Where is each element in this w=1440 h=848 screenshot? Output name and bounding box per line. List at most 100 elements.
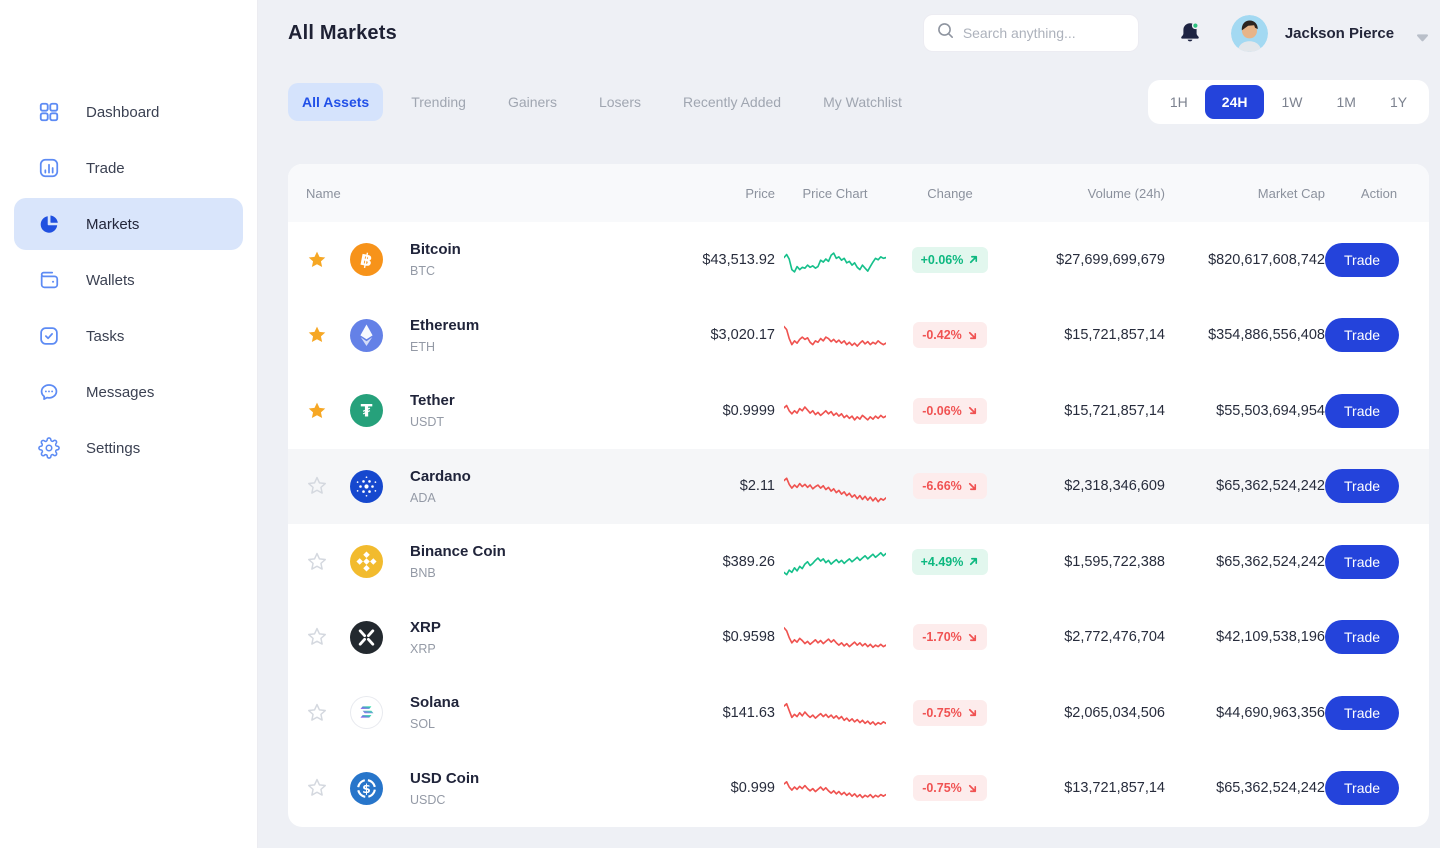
asset-market-cap: $820,617,608,742 bbox=[1208, 251, 1325, 268]
trade-button[interactable]: Trade bbox=[1325, 318, 1400, 353]
svg-text:$: $ bbox=[362, 781, 371, 796]
star-outline-icon[interactable] bbox=[306, 551, 328, 573]
tab-my-watchlist[interactable]: My Watchlist bbox=[823, 94, 902, 110]
bnb-coin-icon bbox=[350, 545, 383, 579]
star-filled-icon[interactable] bbox=[306, 324, 328, 346]
asset-symbol: SOL bbox=[410, 717, 436, 732]
asset-symbol: BTC bbox=[410, 264, 435, 279]
trade-button[interactable]: Trade bbox=[1325, 242, 1400, 277]
asset-price: $3,020.17 bbox=[710, 327, 775, 344]
star-outline-icon[interactable] bbox=[306, 777, 328, 799]
trade-button[interactable]: Trade bbox=[1325, 469, 1400, 504]
tab-all-assets[interactable]: All Assets bbox=[288, 83, 384, 121]
asset-name-cell: $ USD Coin USDC bbox=[350, 770, 640, 807]
asset-name: Tether bbox=[410, 392, 455, 410]
tab-recently-added[interactable]: Recently Added bbox=[683, 94, 782, 110]
asset-name-cell: Cardano ADA bbox=[350, 468, 640, 505]
trend-down-arrow-icon bbox=[967, 405, 978, 416]
btc-coin-icon: ฿ bbox=[350, 243, 383, 277]
trade-button[interactable]: Trade bbox=[1325, 695, 1400, 730]
asset-name: Bitcoin bbox=[410, 241, 461, 259]
chevron-down-icon[interactable] bbox=[1416, 29, 1429, 41]
trade-button[interactable]: Trade bbox=[1325, 771, 1400, 806]
change-value: -0.75% bbox=[922, 781, 962, 796]
table-row-sol: Solana SOL $141.63 -0.75% $2,065,034,506 $44,… bbox=[288, 675, 1429, 751]
trend-up-arrow-icon bbox=[968, 254, 979, 265]
asset-name-cell: ₮ Tether USDT bbox=[350, 392, 640, 429]
range-button-1w[interactable]: 1W bbox=[1281, 94, 1303, 110]
sidebar-item-messages[interactable]: Messages bbox=[14, 366, 243, 418]
asset-symbol: BNB bbox=[410, 566, 436, 581]
asset-symbol: ETH bbox=[410, 339, 435, 354]
change-badge: +0.06% bbox=[911, 246, 989, 273]
markets-icon bbox=[38, 213, 60, 235]
trade-button[interactable]: Trade bbox=[1325, 544, 1400, 579]
star-outline-icon[interactable] bbox=[306, 475, 328, 497]
asset-market-cap: $65,362,524,242 bbox=[1216, 478, 1325, 495]
price-sparkline-chart bbox=[783, 237, 887, 283]
user-avatar[interactable] bbox=[1230, 14, 1268, 52]
tab-trending[interactable]: Trending bbox=[411, 94, 466, 110]
star-filled-icon[interactable] bbox=[306, 400, 328, 422]
asset-volume: $13,721,857,14 bbox=[1064, 780, 1165, 797]
sidebar-item-settings[interactable]: Settings bbox=[14, 422, 243, 474]
asset-market-cap: $55,503,694,954 bbox=[1216, 402, 1325, 419]
asset-volume: $2,772,476,704 bbox=[1064, 629, 1165, 646]
change-value: -0.06% bbox=[922, 403, 962, 418]
asset-symbol: ADA bbox=[410, 490, 436, 505]
table-row-usdc: $ USD Coin USDC $0.999 -0.75% $13,721,857,14 $… bbox=[288, 751, 1429, 827]
trend-down-arrow-icon bbox=[967, 783, 978, 794]
wallets-icon bbox=[38, 269, 60, 291]
range-button-24h[interactable]: 24H bbox=[1204, 85, 1265, 119]
markets-table-card: Name Price Price Chart Change Volume (24h) Ma… bbox=[288, 164, 1430, 827]
star-outline-icon[interactable] bbox=[306, 626, 328, 648]
trend-down-arrow-icon bbox=[967, 707, 978, 718]
asset-volume: $2,318,346,609 bbox=[1064, 478, 1165, 495]
asset-volume: $2,065,034,506 bbox=[1064, 704, 1165, 721]
table-header: Name Price Price Chart Change Volume (24h) Ma… bbox=[288, 164, 1430, 222]
asset-name-cell: Solana SOL bbox=[350, 694, 640, 731]
trade-button[interactable]: Trade bbox=[1325, 393, 1400, 428]
range-button-1y[interactable]: 1Y bbox=[1389, 94, 1408, 110]
sidebar-item-dashboard[interactable]: Dashboard bbox=[14, 86, 243, 138]
table-row-btc: ฿ Bitcoin BTC $43,513.92 +0.06% $27,699,699,6… bbox=[288, 222, 1429, 298]
asset-symbol: USDC bbox=[410, 792, 446, 807]
star-filled-icon[interactable] bbox=[306, 249, 328, 271]
trade-button[interactable]: Trade bbox=[1325, 620, 1400, 655]
asset-price: $0.999 bbox=[730, 780, 775, 797]
sidebar-item-label: Trade bbox=[86, 159, 125, 177]
sidebar-item-label: Settings bbox=[86, 439, 141, 457]
table-body: ฿ Bitcoin BTC $43,513.92 +0.06% $27,699,699,6… bbox=[288, 222, 1430, 827]
xrp-coin-icon bbox=[350, 620, 383, 654]
change-value: -1.70% bbox=[922, 630, 962, 645]
star-outline-icon[interactable] bbox=[306, 702, 328, 724]
notification-bell-icon[interactable] bbox=[1177, 20, 1203, 46]
column-header-volume-24h-: Volume (24h) bbox=[1087, 185, 1165, 201]
search-input[interactable] bbox=[962, 25, 1126, 41]
usdc-coin-icon: $ bbox=[350, 771, 383, 805]
sidebar-item-markets[interactable]: Markets bbox=[14, 198, 243, 250]
sidebar-item-wallets[interactable]: Wallets bbox=[14, 254, 243, 306]
asset-name: Binance Coin bbox=[410, 543, 506, 561]
search-icon bbox=[936, 21, 955, 45]
trade-icon bbox=[38, 157, 60, 179]
topbar: All Markets bbox=[288, 0, 1429, 66]
sidebar-item-label: Dashboard bbox=[86, 103, 160, 121]
range-button-1m[interactable]: 1M bbox=[1336, 94, 1356, 110]
asset-market-cap: $65,362,524,242 bbox=[1216, 780, 1325, 797]
topbar-right: Jackson Pierce bbox=[922, 14, 1429, 52]
price-sparkline-chart bbox=[783, 312, 887, 358]
sidebar-item-trade[interactable]: Trade bbox=[14, 142, 243, 194]
tab-losers[interactable]: Losers bbox=[598, 94, 641, 110]
table-row-usdt: ₮ Tether USDT $0.9999 -0.06% $15,721,857,14 $5… bbox=[288, 373, 1429, 449]
sidebar-item-tasks[interactable]: Tasks bbox=[14, 310, 243, 362]
column-header-price: Price bbox=[745, 185, 775, 201]
change-value: -0.75% bbox=[922, 705, 962, 720]
asset-price: $2.11 bbox=[739, 478, 775, 495]
asset-name: Solana bbox=[410, 694, 460, 712]
range-button-1h[interactable]: 1H bbox=[1169, 94, 1188, 110]
filter-row: All Assets Trending Gainers Losers Recently … bbox=[288, 80, 1430, 124]
search-box[interactable] bbox=[922, 14, 1139, 52]
table-row-bnb: Binance Coin BNB $389.26 +4.49% $1,595,722,3… bbox=[288, 524, 1429, 600]
tab-gainers[interactable]: Gainers bbox=[507, 94, 557, 110]
